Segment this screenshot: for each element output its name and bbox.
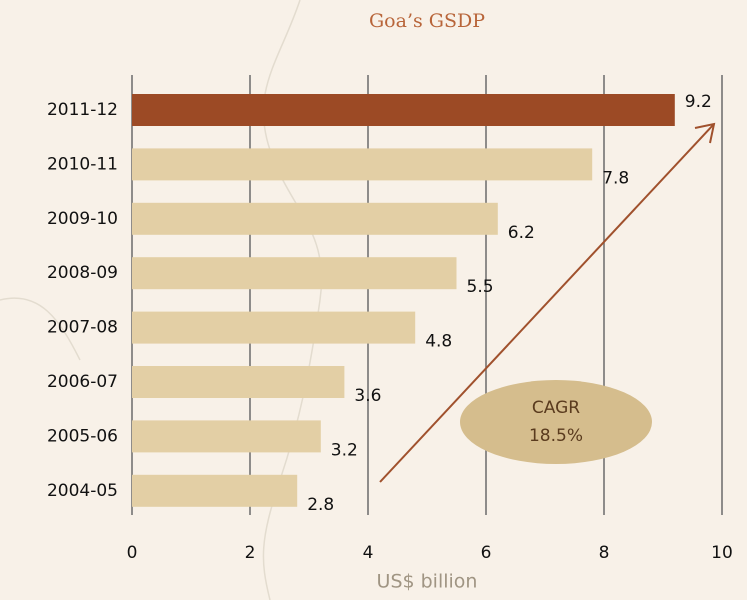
arrow-head [694,122,716,144]
x-tick-label: 2 [245,543,256,563]
trend-arrow [379,123,715,483]
data-label: 9.2 [685,92,712,112]
map-outline [0,297,81,361]
y-tick-label: 2006-07 [47,372,118,392]
x-tick-label: 4 [363,543,374,563]
data-label: 2.8 [307,495,334,515]
y-tick-label: 2009-10 [47,209,118,229]
x-tick-label: 10 [711,543,733,563]
data-label: 5.5 [467,277,494,297]
x-tick-label: 0 [127,543,138,563]
data-label: 3.2 [331,440,358,460]
y-tick-label: 2008-09 [47,263,118,283]
x-axis-label: US$ billion [377,571,478,593]
annotation-text: 18.5% [529,426,583,446]
data-label: 3.6 [354,386,381,406]
bar [132,202,498,235]
data-label: 6.2 [508,223,535,243]
bar [132,420,321,453]
y-tick-label: 2007-08 [47,318,118,338]
bar [132,257,457,290]
y-tick-label: 2010-11 [47,154,118,174]
bar [132,148,593,181]
bar [132,94,675,126]
bar [132,311,416,344]
x-tick-label: 8 [599,543,610,563]
bar [132,366,345,398]
cagr-bubble [460,380,652,464]
bar [132,474,298,507]
chart-title: Goa’s GSDP [369,10,485,32]
data-label: 7.8 [602,168,629,188]
data-label: 4.8 [425,332,452,352]
y-tick-label: 2011-12 [47,100,118,120]
annotation-text: CAGR [532,398,580,418]
y-tick-label: 2005-06 [47,426,118,446]
x-tick-label: 6 [481,543,492,563]
y-tick-label: 2004-05 [47,481,118,501]
